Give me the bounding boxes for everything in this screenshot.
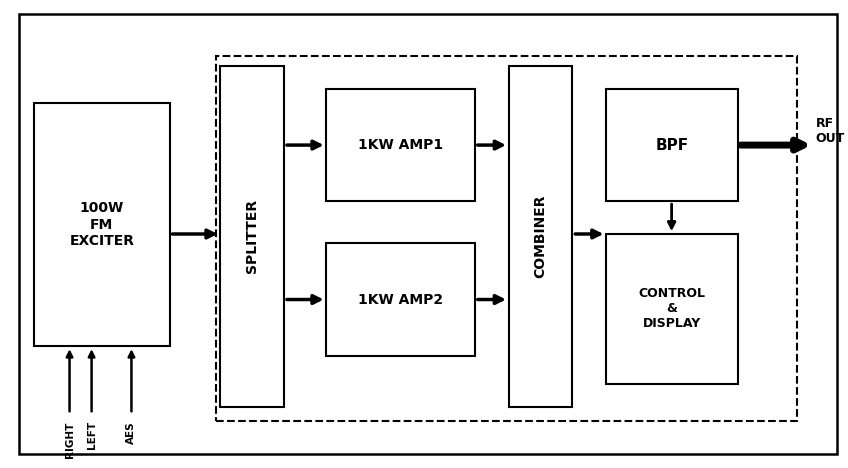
- Bar: [326, 89, 475, 201]
- Text: LEFT: LEFT: [86, 421, 97, 449]
- Text: SPLITTER: SPLITTER: [245, 199, 259, 273]
- Bar: [509, 66, 572, 407]
- Text: AES: AES: [126, 421, 137, 444]
- Bar: [606, 234, 738, 384]
- Bar: [326, 243, 475, 356]
- Text: 100W
FM
EXCITER: 100W FM EXCITER: [70, 201, 134, 248]
- Text: COMBINER: COMBINER: [533, 195, 548, 278]
- Text: 1KW AMP2: 1KW AMP2: [358, 292, 444, 307]
- Bar: [216, 56, 797, 421]
- Bar: [34, 103, 170, 346]
- Bar: [220, 66, 284, 407]
- Text: CONTROL
&
DISPLAY: CONTROL & DISPLAY: [639, 287, 706, 330]
- Text: BPF: BPF: [656, 138, 689, 153]
- Bar: [606, 89, 738, 201]
- Text: RF
OUT: RF OUT: [816, 117, 845, 145]
- Text: RIGHT: RIGHT: [64, 421, 75, 458]
- Text: 1KW AMP1: 1KW AMP1: [358, 138, 444, 152]
